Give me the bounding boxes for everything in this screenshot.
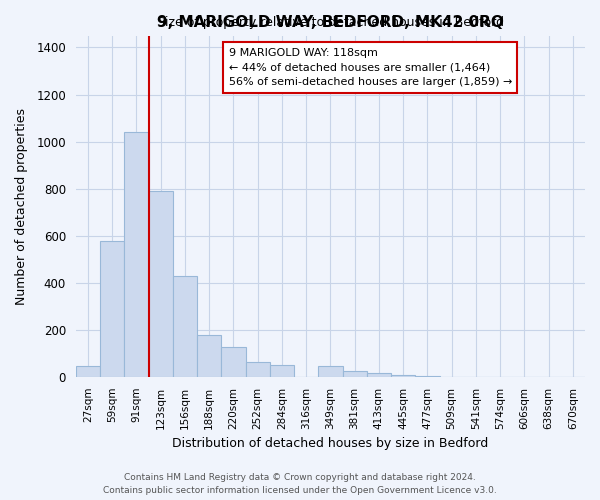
Bar (343, 371, 367, 377)
Y-axis label: Number of detached properties: Number of detached properties (15, 108, 28, 305)
Bar (415, 376, 440, 377)
Bar (197, 335, 221, 377)
Bar (124, 132, 149, 377)
Text: Size of property relative to detached houses in Bedford: Size of property relative to detached ho… (157, 16, 504, 29)
Text: 9 MARIGOLD WAY: 118sqm
← 44% of detached houses are smaller (1,464)
56% of semi-: 9 MARIGOLD WAY: 118sqm ← 44% of detached… (229, 48, 512, 87)
Bar (173, 276, 197, 377)
Bar (76, 366, 100, 377)
Bar (100, 241, 124, 377)
Bar (367, 374, 391, 377)
Bar (221, 348, 245, 377)
Bar (391, 375, 415, 377)
Title: 9, MARIGOLD WAY, BEDFORD, MK42 0RQ: 9, MARIGOLD WAY, BEDFORD, MK42 0RQ (157, 16, 504, 30)
Bar (149, 191, 173, 377)
Bar (270, 365, 294, 377)
Text: Contains HM Land Registry data © Crown copyright and database right 2024.
Contai: Contains HM Land Registry data © Crown c… (103, 474, 497, 495)
Bar (245, 362, 270, 377)
Bar (318, 366, 343, 377)
X-axis label: Distribution of detached houses by size in Bedford: Distribution of detached houses by size … (172, 437, 488, 450)
